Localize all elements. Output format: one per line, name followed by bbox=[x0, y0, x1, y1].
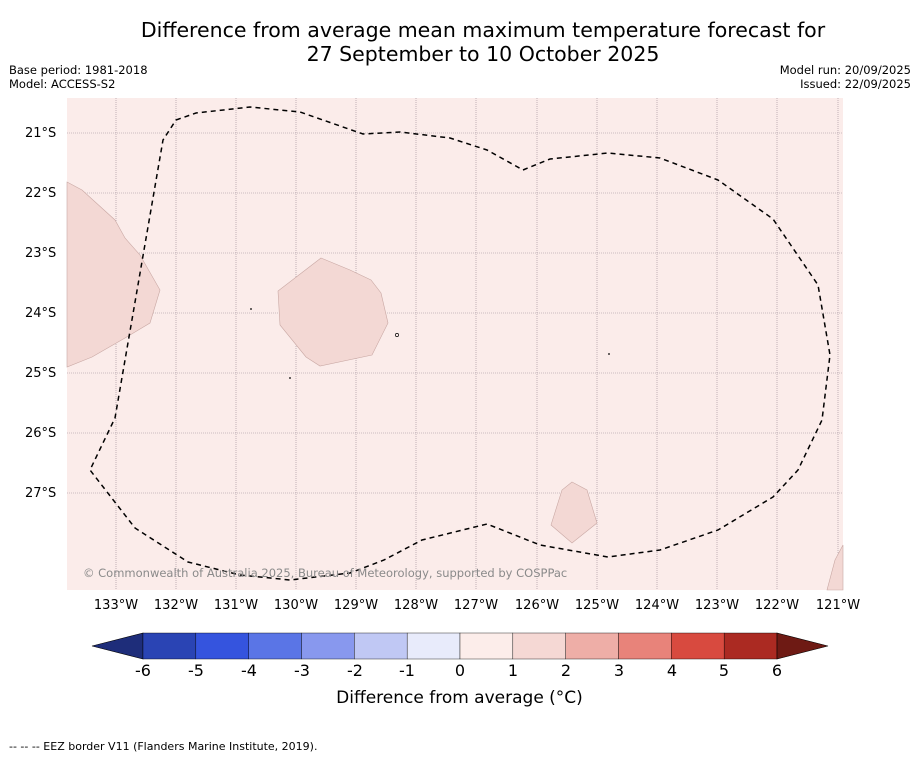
model-run: Model run: 20/09/2025 bbox=[779, 63, 911, 77]
lon-label: 130°W bbox=[273, 598, 319, 613]
map-panel bbox=[66, 98, 844, 591]
colorbar-tick: 3 bbox=[613, 661, 625, 680]
anomaly-patch-south bbox=[550, 481, 598, 544]
lon-label: 133°W bbox=[93, 598, 139, 613]
anomaly-patch-central bbox=[277, 257, 389, 367]
eez-border bbox=[89, 106, 831, 581]
colorbar-tick: -3 bbox=[294, 661, 310, 680]
colorbar-tick: -5 bbox=[188, 661, 204, 680]
lat-label: 23°S bbox=[25, 246, 57, 261]
lon-label: 125°W bbox=[574, 598, 620, 613]
island-marker bbox=[608, 353, 610, 355]
colorbar-tick: -2 bbox=[347, 661, 363, 680]
map-background bbox=[67, 98, 843, 590]
anomaly-patch-southeast bbox=[826, 544, 844, 591]
issued-date: Issued: 22/09/2025 bbox=[800, 77, 911, 91]
lat-label: 21°S bbox=[25, 126, 57, 141]
colorbar-tick: 2 bbox=[560, 661, 572, 680]
island-marker bbox=[250, 308, 252, 310]
lon-label: 127°W bbox=[453, 598, 499, 613]
colorbar-tick: -6 bbox=[135, 661, 151, 680]
lon-label: 121°W bbox=[815, 598, 861, 613]
colorbar-tick: 5 bbox=[718, 661, 730, 680]
colorbar-tick: -4 bbox=[241, 661, 257, 680]
lon-label: 131°W bbox=[213, 598, 259, 613]
title-line-2: 27 September to 10 October 2025 bbox=[306, 42, 660, 66]
lon-label: 128°W bbox=[393, 598, 439, 613]
colorbar-tick: 4 bbox=[666, 661, 678, 680]
lon-label: 124°W bbox=[634, 598, 680, 613]
colorbar-tick: -1 bbox=[399, 661, 415, 680]
colorbar-tick: 1 bbox=[507, 661, 519, 680]
base-period: Base period: 1981-2018 bbox=[9, 63, 148, 77]
colorbar-tick: 0 bbox=[454, 661, 466, 680]
lat-label: 22°S bbox=[25, 186, 57, 201]
island-marker bbox=[395, 333, 399, 337]
lat-label: 25°S bbox=[25, 366, 57, 381]
island-marker bbox=[289, 377, 291, 379]
lon-label: 132°W bbox=[153, 598, 199, 613]
model-name: Model: ACCESS-S2 bbox=[9, 77, 116, 91]
colorbar-tick: 6 bbox=[771, 661, 783, 680]
chart-title: Difference from average mean maximum tem… bbox=[0, 18, 919, 66]
lon-label: 126°W bbox=[514, 598, 560, 613]
anomaly-patch-west bbox=[66, 181, 161, 368]
lon-label: 129°W bbox=[333, 598, 379, 613]
copyright-notice: © Commonwealth of Australia 2025, Bureau… bbox=[83, 566, 568, 580]
colorbar-label: Difference from average (°C) bbox=[336, 688, 583, 708]
meta-right: Model run: 20/09/2025 Issued: 22/09/2025 bbox=[780, 63, 911, 91]
meta-left: Base period: 1981-2018 Model: ACCESS-S2 bbox=[9, 63, 148, 91]
footnote: -- -- -- EEZ border V11 (Flanders Marine… bbox=[9, 740, 318, 753]
lat-label: 24°S bbox=[25, 306, 57, 321]
lon-label: 123°W bbox=[694, 598, 740, 613]
title-line-1: Difference from average mean maximum tem… bbox=[140, 18, 826, 42]
lat-label: 27°S bbox=[25, 486, 57, 501]
lon-label: 122°W bbox=[754, 598, 800, 613]
lat-label: 26°S bbox=[25, 426, 57, 441]
